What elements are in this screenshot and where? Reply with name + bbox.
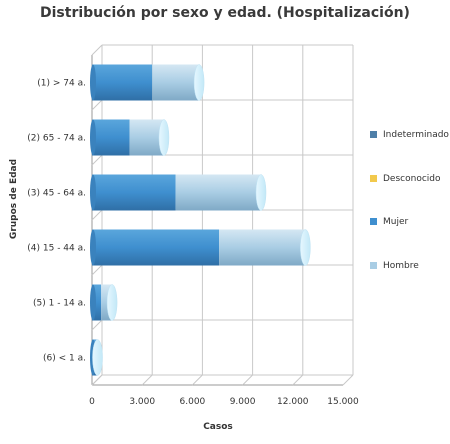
y-category-label: (6) < 1 a. [43,354,86,364]
x-tick-label: 0 [89,397,95,407]
y-axis-title: Grupos de Edad [9,159,19,239]
bar-segment-hombre [152,64,200,101]
legend-label: Hombre [383,261,419,271]
y-category-label: (1) > 74 a. [37,79,86,89]
bar-segment-hombre [219,229,306,266]
y-category-label: (2) 65 - 74 a. [27,134,86,144]
bar-end-cap [158,119,170,156]
gridline-floor [192,374,203,386]
gridline-side [91,209,103,221]
gridline-floor [342,374,354,386]
x-tick-label: 15.000 [327,397,359,407]
legend-swatch [370,218,377,225]
x-axis-title: Casos [203,422,233,432]
bar-start-cap [90,174,96,211]
category-labels: (1) > 74 a. (2) 65 - 74 a. (3) 45 - 64 a. (… [27,79,86,364]
legend-swatch [370,262,377,269]
bar-segment-mujer [92,284,102,321]
bar-start-cap [90,64,96,101]
gridline-floor [292,374,304,386]
y-category-label: (5) 1 - 14 a. [33,299,86,309]
legend-swatch [370,175,377,182]
bar-start-cap [90,119,96,156]
legend-label: Indeterminado [383,130,449,140]
x-tick-label: 3.000 [129,397,155,407]
bars-group [90,64,311,376]
bar-start-cap [90,229,96,266]
bar-end-cap [106,284,118,321]
bar-start-cap [90,284,96,321]
bar-segment-hombre [101,284,113,321]
legend-label: Desconocido [383,174,441,184]
y-category-label: (3) 45 - 64 a. [27,189,86,199]
gridline-side [91,44,103,56]
legend-label: Mujer [383,217,409,227]
bar-segment-hombre [175,174,262,211]
gridline-side [91,154,103,166]
bar-segment-hombre [129,119,164,156]
bar-segment-mujer [92,64,153,101]
bar-segment-mujer [92,174,176,211]
x-tick-label: 12.000 [277,397,309,407]
legend: Indeterminado Desconocido Mujer Hombre [370,130,449,271]
bar-segment-mujer [92,119,130,156]
x-tick-label: 6.000 [180,397,206,407]
bar-end-cap [92,339,103,376]
bar-end-cap [193,64,205,101]
gridline-side [91,374,103,386]
gridline-floor [141,374,153,386]
gridline-side [91,264,103,276]
y-category-label: (4) 15 - 44 a. [27,244,86,254]
bar-end-cap [255,174,267,211]
x-tick-label: 9.000 [230,397,256,407]
gridline-side [91,99,103,111]
legend-swatch [370,131,377,138]
chart-title: Distribución por sexo y edad. (Hospitali… [40,5,410,21]
x-tick-labels: 0 3.000 6.000 9.000 12.000 15.000 [89,397,359,407]
gridline-floor [242,374,253,386]
gridline-side [91,319,103,331]
bar-segment-mujer [92,229,220,266]
bar-end-cap [300,229,311,266]
